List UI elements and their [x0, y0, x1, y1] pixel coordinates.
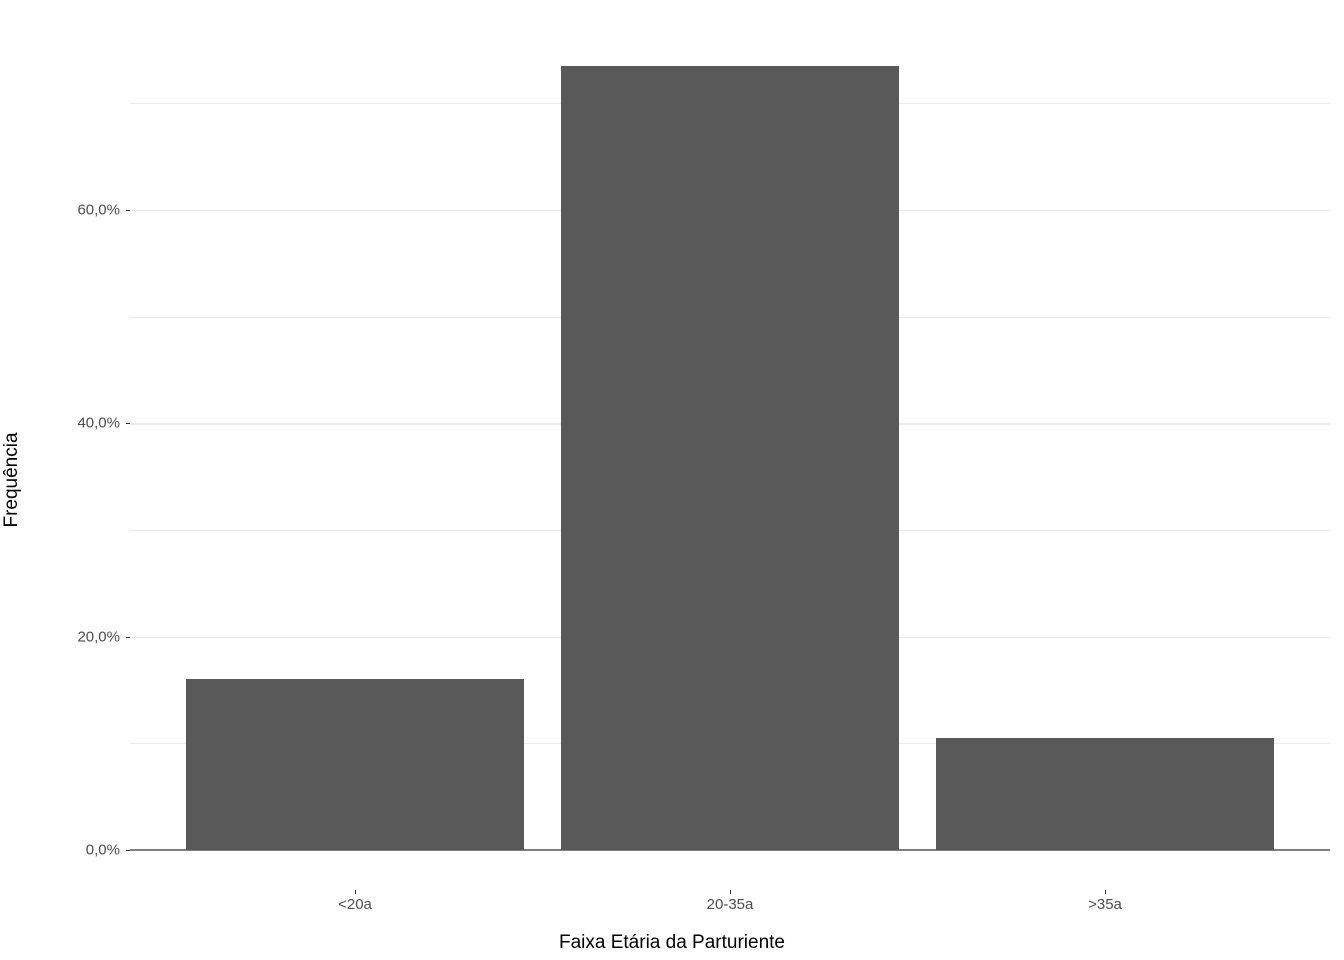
y-tick-mark: [126, 637, 130, 638]
y-tick-mark: [126, 210, 130, 211]
y-axis-title: Frequência: [1, 432, 23, 527]
x-tick-label: 20-35a: [707, 896, 754, 913]
bar: [561, 66, 899, 850]
x-tick-mark: [730, 890, 731, 894]
x-tick-label: <20a: [338, 896, 372, 913]
x-tick-mark: [1105, 890, 1106, 894]
y-tick-label: 60,0%: [77, 202, 120, 219]
y-tick-label: 20,0%: [77, 628, 120, 645]
y-tick-mark: [126, 850, 130, 851]
bar: [936, 738, 1274, 850]
x-tick-label: >35a: [1088, 896, 1122, 913]
bar: [186, 679, 524, 850]
y-tick-mark: [126, 423, 130, 424]
y-tick-label: 40,0%: [77, 415, 120, 432]
plot-area: [130, 10, 1330, 890]
x-axis-title: Faixa Etária da Parturiente: [559, 932, 785, 954]
x-tick-mark: [355, 890, 356, 894]
bar-chart: Frequência Faixa Etária da Parturiente 0…: [0, 0, 1344, 960]
y-tick-label: 0,0%: [86, 842, 120, 859]
